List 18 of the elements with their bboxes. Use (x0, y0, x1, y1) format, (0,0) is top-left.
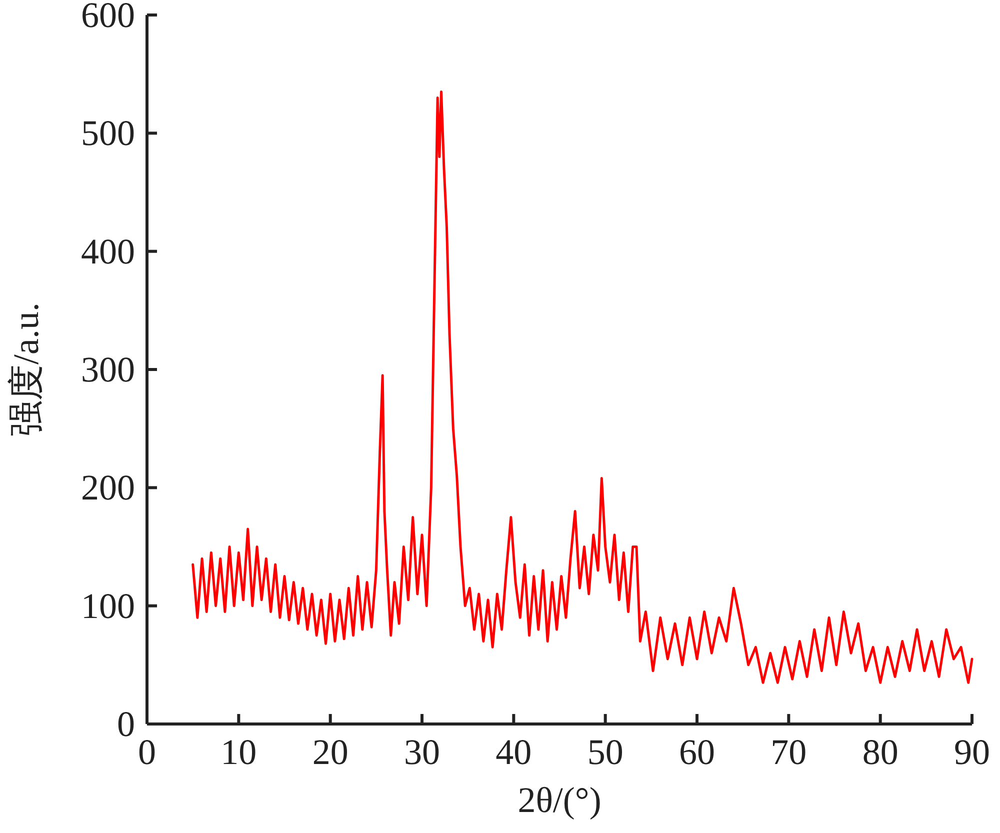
x-tick-label: 10 (220, 732, 257, 772)
x-tick-label: 80 (862, 732, 898, 772)
y-tick-label: 0 (117, 704, 135, 744)
x-tick-label: 90 (954, 732, 990, 772)
y-tick-label: 400 (81, 231, 135, 272)
y-tick-label: 200 (81, 468, 135, 508)
x-tick-label: 60 (679, 732, 715, 772)
x-tick-label: 70 (770, 732, 807, 772)
x-tick-label: 30 (404, 732, 440, 772)
y-axis-title: 强度/a.u. (6, 302, 46, 436)
x-tick-label: 50 (587, 732, 624, 772)
x-tick-label: 20 (312, 732, 348, 772)
y-tick-label: 500 (81, 113, 135, 154)
x-axis-title: 2θ/(°) (518, 780, 602, 820)
y-tick-label: 300 (81, 350, 135, 390)
y-tick-label: 100 (81, 586, 135, 626)
x-tick-label: 40 (496, 732, 532, 772)
y-tick-label: 600 (81, 0, 135, 35)
